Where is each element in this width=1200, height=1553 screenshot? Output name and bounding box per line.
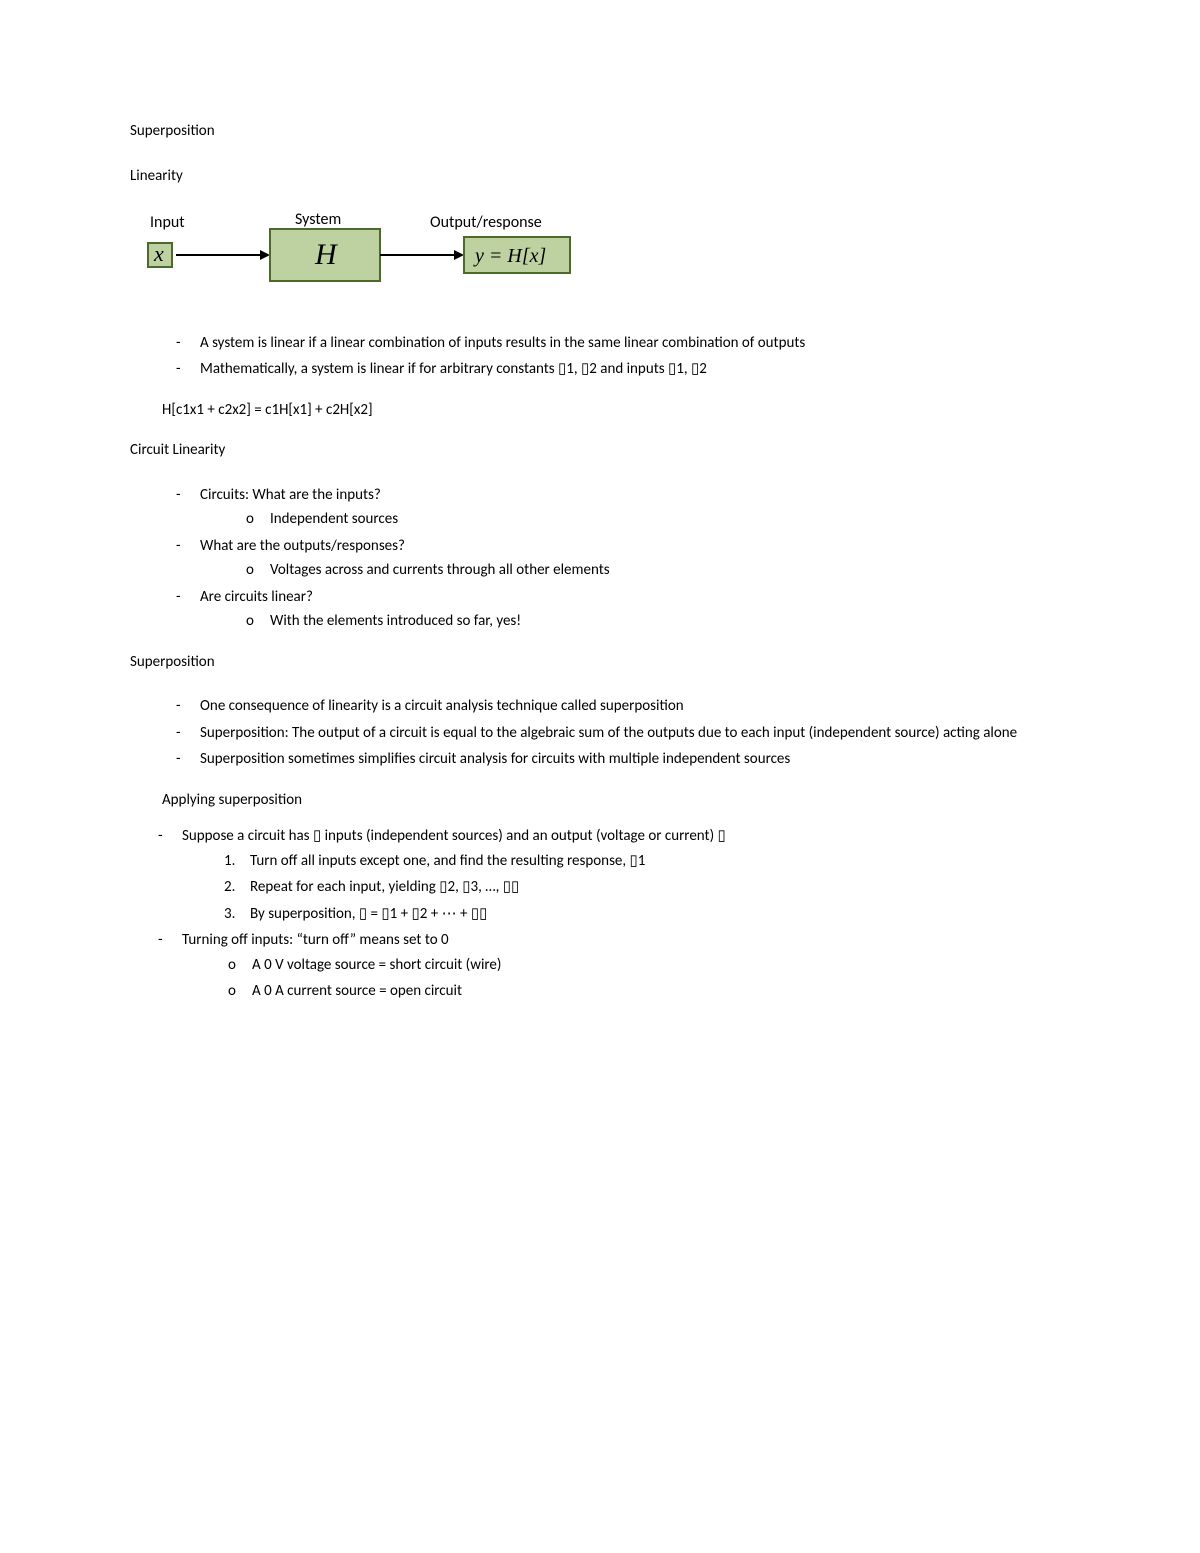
applying-turnoff: Turning off inputs: “turn off” means set… xyxy=(112,929,1070,1003)
diagram-system-label: System xyxy=(295,210,341,229)
superposition-b2: Superposition: The output of a circuit i… xyxy=(130,722,1070,745)
section-applying-heading: Applying superposition xyxy=(162,789,1070,812)
section-circuit-linearity-heading: Circuit Linearity xyxy=(130,439,1070,462)
applying-turnoff-a: A 0 V voltage source = short circuit (wi… xyxy=(182,954,1070,977)
applying-turnoff-b: A 0 A current source = open circuit xyxy=(182,980,1070,1003)
circuit-q3a: With the elements introduced so far, yes… xyxy=(200,610,1070,633)
applying-step-3: By superposition, ▯ = ▯1 + ▯2 + ⋯ + ▯▯ xyxy=(182,903,1070,926)
diagram-output-label: Output/response xyxy=(430,213,542,232)
page-title: Superposition xyxy=(130,120,1070,143)
diagram-y-eq: y = H[x] xyxy=(473,245,546,267)
circuit-q1-text: Circuits: What are the inputs? xyxy=(200,486,381,504)
applying-suppose-text: Suppose a circuit has ▯ inputs (independ… xyxy=(182,827,726,845)
diagram-input-label: Input xyxy=(150,213,185,232)
superposition-b1: One consequence of linearity is a circui… xyxy=(130,695,1070,718)
diagram-arrowhead-1 xyxy=(260,250,270,260)
circuit-q1: Circuits: What are the inputs? Independe… xyxy=(130,484,1070,531)
applying-step-2: Repeat for each input, yielding ▯2, ▯3, … xyxy=(182,876,1070,899)
linearity-equation: H[c1x1 + c2x2] = c1H[x1] + c2H[x2] xyxy=(130,399,1070,422)
system-diagram: Input x System H Output/response y = H[x… xyxy=(130,209,1070,312)
circuit-linearity-list: Circuits: What are the inputs? Independe… xyxy=(130,484,1070,633)
document-page: Superposition Linearity Input x System H… xyxy=(0,0,1200,1553)
circuit-q3-text: Are circuits linear? xyxy=(200,588,313,606)
linearity-bullet-1: A system is linear if a linear combinati… xyxy=(130,332,1070,355)
section-superposition-heading: Superposition xyxy=(130,651,1070,674)
linearity-bullet-2: Mathematically, a system is linear if fo… xyxy=(130,358,1070,381)
circuit-q2: What are the outputs/responses? Voltages… xyxy=(130,535,1070,582)
superposition-b3: Superposition sometimes simplifies circu… xyxy=(130,748,1070,771)
applying-step-1: Turn off all inputs except one, and find… xyxy=(182,850,1070,873)
superposition-list: One consequence of linearity is a circui… xyxy=(130,695,1070,771)
circuit-q3: Are circuits linear? With the elements i… xyxy=(130,586,1070,633)
applying-turnoff-text: Turning off inputs: “turn off” means set… xyxy=(182,931,449,949)
applying-list: Suppose a circuit has ▯ inputs (independ… xyxy=(112,825,1070,1003)
section-linearity-heading: Linearity xyxy=(130,165,1070,188)
diagram-x-var: x xyxy=(153,241,164,266)
circuit-q1a: Independent sources xyxy=(200,508,1070,531)
circuit-q2-text: What are the outputs/responses? xyxy=(200,537,405,555)
linearity-list: A system is linear if a linear combinati… xyxy=(130,332,1070,381)
circuit-q2a: Voltages across and currents through all… xyxy=(200,559,1070,582)
diagram-h-var: H xyxy=(314,238,339,271)
applying-suppose: Suppose a circuit has ▯ inputs (independ… xyxy=(112,825,1070,925)
diagram-arrowhead-2 xyxy=(454,250,464,260)
